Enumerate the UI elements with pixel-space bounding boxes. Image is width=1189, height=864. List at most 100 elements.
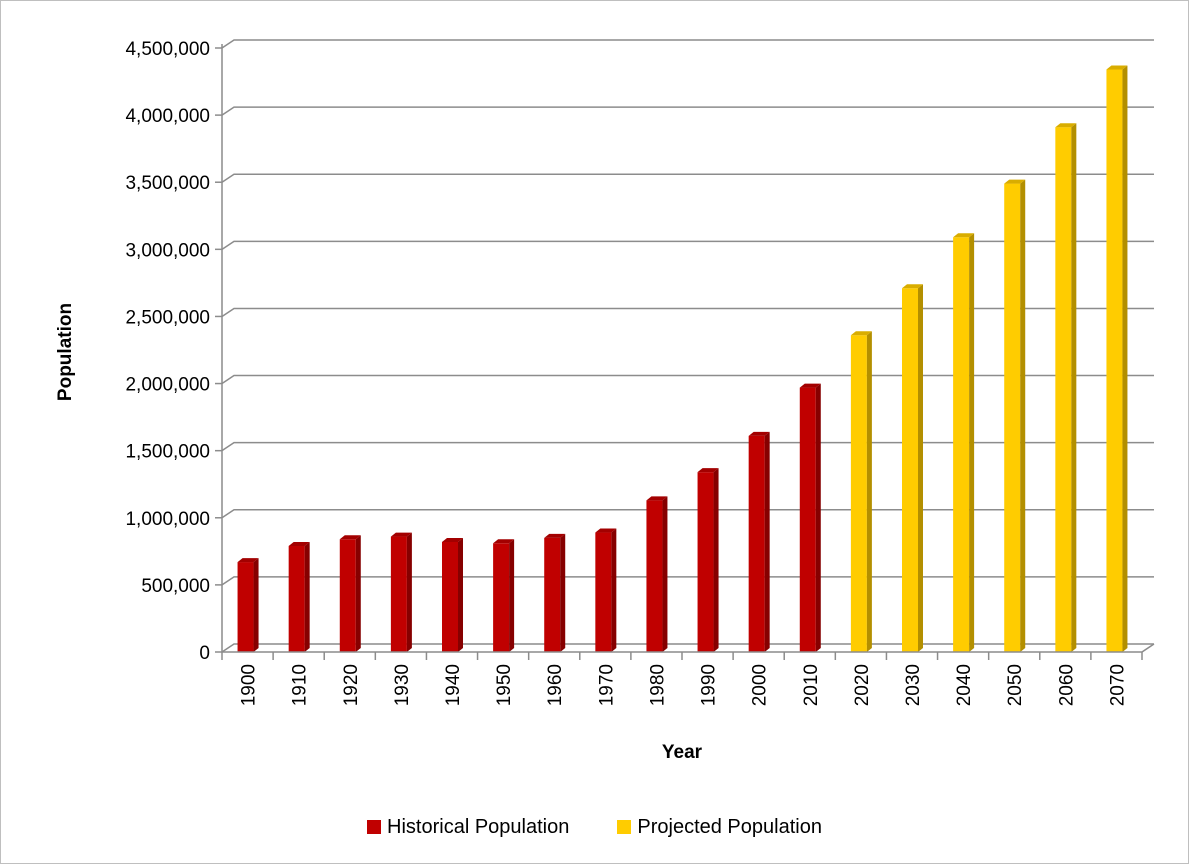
y-tick-label: 1,000,000 [125,509,210,530]
x-tick-label: 2030 [903,664,924,706]
bar-top [953,233,975,238]
bar-front [339,539,356,652]
bar-top [646,496,668,501]
bar-side [918,284,923,652]
bar-top [544,533,566,538]
gridline [221,307,1154,318]
gridline [221,39,1154,49]
bars [237,65,1128,653]
bar-front [544,537,561,652]
bar-side [253,558,259,652]
legend-swatch-historical [367,820,382,834]
bar [902,284,923,652]
bar-side [866,331,872,652]
y-tick-label: 2,500,000 [125,307,210,328]
axes: 0 500,000 1,000,000 1,500,000 2,000,000 2,500… [125,39,1155,706]
legend-label-projected: Projected Population [637,815,822,838]
bar-top [442,537,463,542]
y-tick-label: 2,000,000 [125,375,210,396]
x-tick-label: 1920 [341,664,362,706]
bar-front [493,543,510,652]
bar-top [237,558,259,563]
bar [953,233,975,652]
bar-top [1106,65,1128,70]
bar-top [390,532,412,537]
bar-top [1004,179,1026,184]
x-tick-label: 1910 [290,664,311,706]
legend-item-projected: Projected Population [617,816,822,839]
bar-front [237,562,254,652]
bar-side [969,233,975,652]
bar-top [595,528,617,533]
bar [442,537,463,652]
x-tick-label: 2000 [750,664,771,706]
legend: Historical Population Projected Populati… [0,812,1189,842]
bar-side [713,468,719,652]
gridline [221,441,1154,452]
bar [799,383,821,652]
bar-top [902,284,923,289]
bar [1055,123,1077,653]
bar-top [697,468,719,473]
bar-top [799,383,821,388]
legend-swatch-projected [617,820,632,834]
y-tick-label: 3,500,000 [125,173,210,194]
bar [237,558,259,652]
bar-front [697,472,714,652]
bar [1106,65,1128,652]
bar-front [595,532,612,652]
bar-side [560,533,566,652]
gridline [221,173,1154,183]
gridline [221,106,1154,116]
x-tick-label: 2040 [954,664,975,706]
bar-front [748,435,765,652]
bar-side [815,383,821,652]
bar-front [902,288,918,652]
bar-front [442,541,458,652]
bar [1004,179,1026,652]
bar-top [748,431,770,436]
bar [544,533,566,652]
y-tick-label: 4,500,000 [125,39,210,60]
y-tick-label: 1,500,000 [125,442,210,463]
gridlines [221,39,1154,653]
bar-front [1004,183,1021,652]
x-tick-label: 1950 [494,664,515,706]
bar [748,431,770,652]
bar-side [406,532,412,652]
bar-side [611,528,617,652]
gridline [221,374,1154,385]
bar-side [458,537,463,652]
bar [595,528,617,652]
gridline [221,240,1154,250]
x-tick-label: 2070 [1107,664,1128,706]
bar-front [646,500,663,652]
bar-top [493,539,515,544]
bar [493,539,515,652]
x-tick-label: 1990 [699,664,720,706]
bar-top [339,535,361,540]
bar-side [355,535,361,652]
bar-front [390,536,407,652]
bar-side [662,496,668,652]
legend-item-historical: Historical Population [367,816,569,839]
bar-top [850,331,872,336]
bar-side [1071,123,1077,653]
bar-front [850,335,867,652]
y-axis-title: Population [55,303,76,401]
bar [288,541,310,652]
bar-side [304,541,310,652]
y-tick-label: 0 [199,643,210,664]
x-axis-title: Year [662,742,703,763]
x-tick-label: 2060 [1056,664,1077,706]
bar-front [953,237,970,652]
x-tick-label: 1970 [596,664,617,706]
y-tick-label: 500,000 [141,576,210,597]
bar-side [1020,179,1026,652]
bar-side [509,539,515,652]
x-tick-label: 1930 [392,664,413,706]
bar-front [799,387,816,652]
gridline [221,576,1154,586]
